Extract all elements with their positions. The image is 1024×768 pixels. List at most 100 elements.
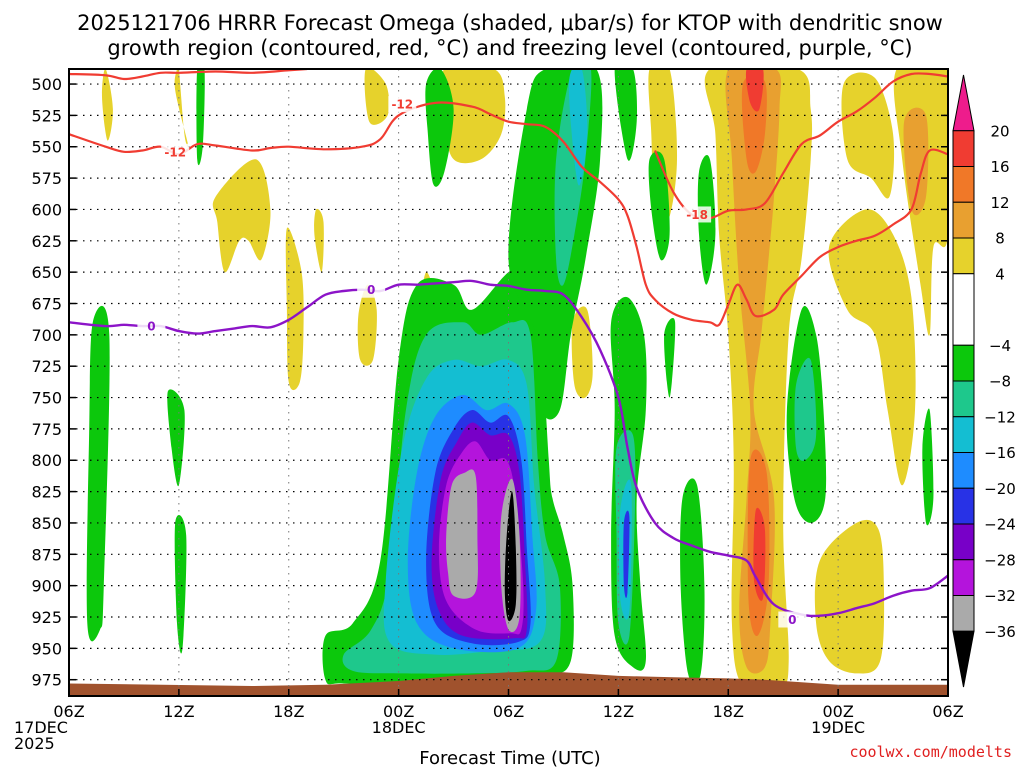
omega-region-5	[364, 69, 390, 125]
omega-region-23	[167, 389, 185, 487]
x-tick-label-0-0: 06Z	[53, 702, 84, 721]
dgz-contour-label-2-bg	[683, 206, 712, 223]
colorbar-label--20: −20	[984, 480, 1016, 498]
colorbar-bin--12	[952, 380, 975, 418]
omega-region-26	[425, 69, 454, 187]
omega-region-1	[101, 69, 113, 141]
y-tick-label-925: 925	[31, 608, 62, 627]
colorbar-label--36: −36	[984, 623, 1016, 641]
y-tick-label-900: 900	[31, 577, 62, 596]
omega-region-18	[841, 72, 895, 199]
credit-text: coolwx.com/modelts	[849, 743, 1012, 761]
y-tick-label-525: 525	[31, 106, 62, 125]
omega-region-8	[440, 69, 506, 164]
y-axis-pressure-ticks: 500 525 550 575 600 625 650 675 700 725 750 775 800 8…	[31, 75, 948, 690]
dgz-contour-label-0: -12	[161, 143, 190, 160]
x-tick-label-6-0: 12Z	[163, 702, 194, 721]
dgz-contour-0	[69, 101, 948, 327]
omega-region-9	[571, 306, 593, 399]
colorbar-bin-16	[952, 130, 975, 167]
y-tick-label-975: 975	[31, 671, 62, 690]
omega-region-33	[794, 357, 817, 461]
colorbar-label-20: 20	[990, 122, 1009, 140]
x-tick-label-18-0: 00Z	[383, 702, 414, 721]
omega-region-17	[828, 209, 916, 486]
colorbar-label-16: 16	[990, 158, 1009, 176]
dgz-contour-label-1: -12	[388, 96, 417, 113]
y-tick-label-750: 750	[31, 389, 62, 408]
colorbar-label-4: 4	[995, 265, 1005, 283]
x-tick-label-0-1: 17DEC	[14, 718, 68, 737]
y-tick-label-500: 500	[31, 75, 62, 94]
omega-region-49	[446, 469, 478, 599]
freezing-level-label-0-bg	[137, 318, 166, 335]
colorbar-label--16: −16	[984, 444, 1016, 462]
omega-region-51	[504, 491, 517, 622]
chart-title-line-1: 2025121706 HRRR Forecast Omega (shaded, …	[77, 11, 943, 35]
y-tick-label-625: 625	[31, 232, 62, 251]
omega-region-43	[568, 69, 588, 186]
omega-region-0	[174, 69, 189, 148]
x-tick-label-0-2: 2025	[14, 734, 55, 753]
freezing-level-label-1-text: 0	[367, 283, 375, 297]
dgz-contour-label-0-bg	[161, 143, 190, 160]
colorbar-label-12: 12	[990, 194, 1009, 212]
omega-region-11	[704, 69, 813, 692]
y-tick-label-600: 600	[31, 200, 62, 219]
y-tick-label-550: 550	[31, 138, 62, 157]
y-tick-label-800: 800	[31, 451, 62, 470]
omega-region-38	[623, 510, 630, 598]
freezing-level-label-2: 0	[778, 611, 807, 628]
x-tick-label-24-0: 06Z	[493, 702, 524, 721]
y-tick-label-950: 950	[31, 639, 62, 658]
colorbar-label--8: −8	[989, 373, 1011, 391]
colorbar-bin--28	[952, 523, 975, 561]
colorbar-bin--24	[952, 487, 975, 525]
x-tick-label-18-1: 18DEC	[372, 718, 426, 737]
y-tick-label-675: 675	[31, 294, 62, 313]
y-tick-label-725: 725	[31, 357, 62, 376]
freezing-level-label-0-text: 0	[147, 320, 155, 334]
y-tick-label-850: 850	[31, 514, 62, 533]
freezing-level-label-2-text: 0	[788, 613, 796, 627]
dgz-contour-label-2: -18	[683, 206, 712, 223]
x-tick-label-42-0: 00Z	[822, 702, 853, 721]
omega-region-25	[196, 69, 205, 165]
omega-region-21	[814, 519, 885, 674]
dgz-contour-label-1-text: -12	[391, 98, 413, 112]
y-tick-label-575: 575	[31, 169, 62, 188]
colorbar-label--28: −28	[984, 551, 1016, 569]
x-tick-label-30-0: 12Z	[603, 702, 634, 721]
freezing-level-label-2-bg	[778, 611, 807, 628]
omega-region-15	[745, 69, 764, 112]
omega-region-27	[614, 69, 638, 161]
colorbar-label--12: −12	[984, 408, 1016, 426]
colorbar-bin-8	[952, 201, 975, 239]
omega-region-20	[903, 107, 929, 216]
omega-region-3	[285, 227, 304, 391]
omega-region-6	[357, 284, 377, 366]
y-tick-label-650: 650	[31, 263, 62, 282]
colorbar-bin--8	[952, 344, 975, 382]
y-tick-label-875: 875	[31, 545, 62, 564]
colorbar-bin--16	[952, 416, 975, 453]
colorbar-bin--20	[952, 452, 975, 489]
dgz-contour-label-1-bg	[388, 96, 417, 113]
x-tick-label-42-1: 19DEC	[811, 718, 865, 737]
omega-region-24	[174, 514, 187, 654]
dgz-contour-1	[69, 69, 308, 81]
omega-region-2	[212, 159, 271, 273]
chart-title-line-2: growth region (contoured, red, °C) and f…	[107, 36, 912, 60]
colorbar-label--32: −32	[984, 587, 1016, 605]
colorbar-label-8: 8	[995, 230, 1005, 248]
omega-region-30	[680, 478, 705, 685]
omega-region-4	[314, 208, 324, 273]
colorbar: 20 16 12 8 4 −4 −8 −12 −16 −20 −24 −28 −32 −36	[952, 74, 1016, 688]
temperature-contours: -12 -12 -18 0 0 0	[69, 69, 948, 628]
colorbar-bin--32	[952, 559, 975, 596]
x-axis-label: Forecast Time (UTC)	[419, 748, 600, 768]
colorbar-bin--40	[952, 630, 975, 688]
omega-shading	[69, 69, 948, 696]
